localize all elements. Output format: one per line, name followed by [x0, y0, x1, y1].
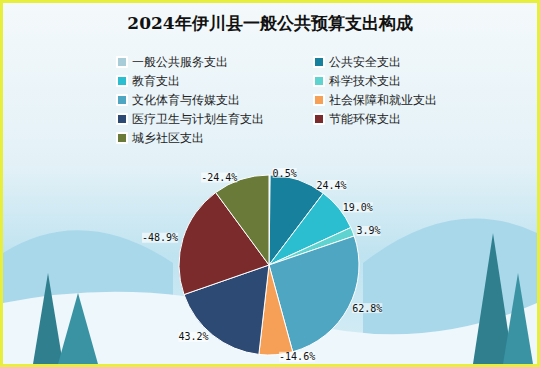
- svg-text:医疗卫生与计划生育支出: 医疗卫生与计划生育支出: [132, 112, 264, 126]
- svg-text:-48.9%: -48.9%: [142, 232, 178, 243]
- svg-text:43.2%: 43.2%: [178, 331, 208, 342]
- svg-text:一般公共服务支出: 一般公共服务支出: [132, 55, 228, 69]
- svg-text:文化体育与传媒支出: 文化体育与传媒支出: [132, 93, 240, 107]
- svg-text:24.4%: 24.4%: [316, 180, 346, 191]
- svg-text:社会保障和就业支出: 社会保障和就业支出: [329, 93, 437, 107]
- svg-text:-14.6%: -14.6%: [279, 351, 315, 362]
- svg-text:-24.4%: -24.4%: [201, 172, 237, 183]
- svg-text:0.5%: 0.5%: [273, 168, 297, 179]
- svg-text:2024年伊川县一般公共预算支出构成: 2024年伊川县一般公共预算支出构成: [127, 13, 412, 33]
- svg-text:19.0%: 19.0%: [343, 202, 373, 213]
- svg-text:节能环保支出: 节能环保支出: [329, 112, 401, 126]
- svg-text:科学技术支出: 科学技术支出: [329, 74, 401, 88]
- svg-text:62.8%: 62.8%: [352, 303, 382, 314]
- svg-text:3.9%: 3.9%: [356, 225, 380, 236]
- svg-text:教育支出: 教育支出: [132, 74, 180, 88]
- svg-text:公共安全支出: 公共安全支出: [329, 55, 401, 69]
- svg-text:城乡社区支出: 城乡社区支出: [131, 131, 204, 145]
